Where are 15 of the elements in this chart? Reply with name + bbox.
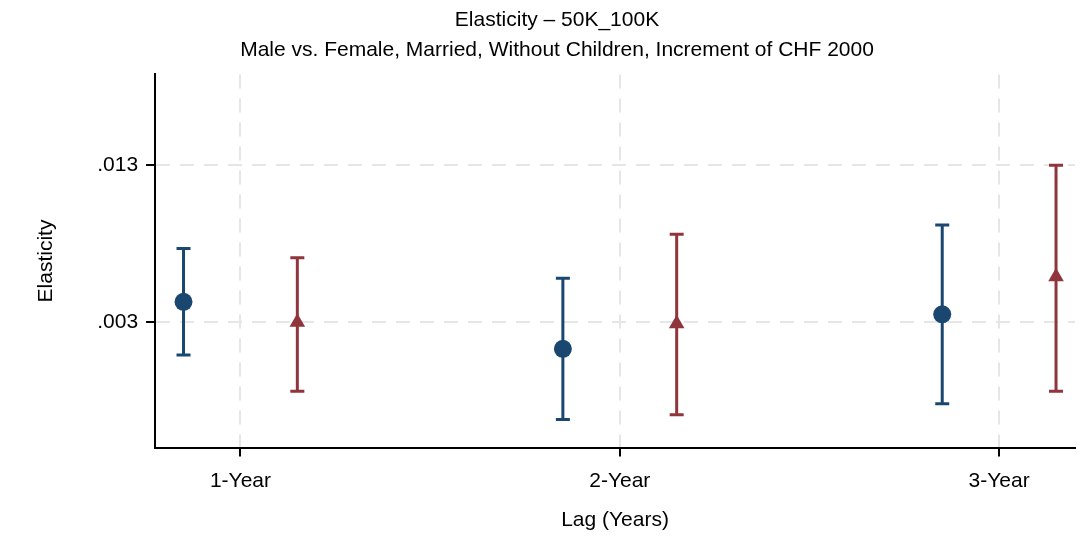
point xyxy=(933,305,952,324)
chart-title: Elasticity – 50K_100K xyxy=(454,7,660,32)
y-axis-title: Elasticity xyxy=(33,219,57,303)
point xyxy=(289,313,306,327)
x-tick-label: 1-Year xyxy=(209,468,271,491)
x-tick-label: 3-Year xyxy=(968,468,1030,491)
y-tick-label: .013 xyxy=(97,152,139,176)
point xyxy=(1048,267,1064,282)
x-axis-title: Lag (Years) xyxy=(561,507,669,531)
point xyxy=(174,292,193,311)
point xyxy=(553,339,572,358)
x-tick-label: 2-Year xyxy=(589,468,651,491)
chart-subtitle: Male vs. Female, Married, Without Children, Increment of CHF 2000 xyxy=(240,36,874,60)
point xyxy=(668,314,685,329)
y-tick-label: .003 xyxy=(97,308,139,332)
